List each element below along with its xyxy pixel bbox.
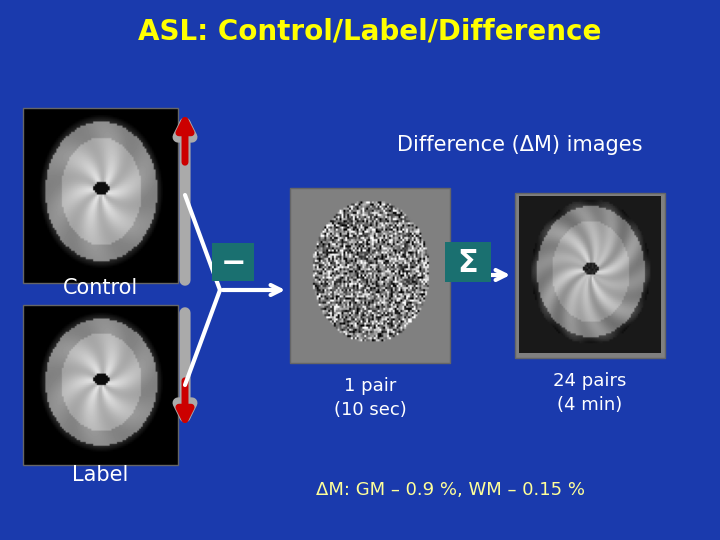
Text: ΔM: GM – 0.9 %, WM – 0.15 %: ΔM: GM – 0.9 %, WM – 0.15 %	[315, 481, 585, 499]
FancyBboxPatch shape	[212, 243, 254, 281]
Text: Control: Control	[63, 278, 138, 298]
Bar	[515, 192, 665, 357]
Text: Σ: Σ	[458, 248, 478, 278]
Text: 24 pairs
(4 min): 24 pairs (4 min)	[553, 372, 626, 414]
Bar	[22, 107, 178, 282]
Text: 1 pair
(10 sec): 1 pair (10 sec)	[333, 377, 406, 418]
FancyBboxPatch shape	[445, 242, 491, 282]
Text: ASL: Control/Label/Difference: ASL: Control/Label/Difference	[138, 18, 602, 46]
Bar	[290, 187, 450, 362]
Text: −: −	[220, 248, 246, 278]
Text: Difference (ΔM) images: Difference (ΔM) images	[397, 135, 643, 155]
Bar	[22, 305, 178, 465]
Text: Label: Label	[72, 465, 128, 485]
